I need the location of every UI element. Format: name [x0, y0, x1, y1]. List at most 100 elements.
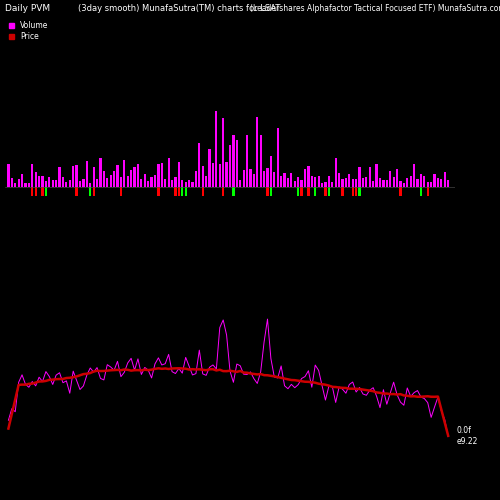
Text: (Leadershares Alphafactor Tactical Focused ETF) MunafaSutra.com: (Leadershares Alphafactor Tactical Focus…: [250, 4, 500, 13]
Bar: [392, 177, 394, 187]
Bar: [28, 183, 30, 187]
Bar: [144, 174, 146, 187]
Bar: [123, 160, 126, 187]
Bar: [184, 187, 187, 196]
Bar: [389, 172, 392, 187]
Bar: [68, 180, 71, 187]
Bar: [400, 181, 402, 187]
Bar: [181, 187, 184, 196]
Bar: [358, 167, 360, 187]
Bar: [406, 178, 408, 187]
Bar: [270, 156, 272, 187]
Bar: [10, 178, 13, 187]
Bar: [386, 180, 388, 187]
Bar: [362, 178, 364, 187]
Bar: [212, 162, 214, 187]
Bar: [314, 177, 316, 187]
Bar: [379, 178, 381, 187]
Bar: [430, 182, 432, 187]
Bar: [158, 187, 160, 196]
Bar: [113, 171, 115, 187]
Bar: [345, 178, 347, 187]
Bar: [440, 179, 442, 187]
Bar: [300, 180, 302, 187]
Bar: [216, 112, 218, 187]
Bar: [324, 182, 326, 187]
Bar: [352, 179, 354, 187]
Bar: [137, 164, 139, 187]
Bar: [110, 175, 112, 187]
Bar: [321, 183, 323, 187]
Bar: [58, 167, 60, 187]
Bar: [66, 182, 68, 187]
Bar: [171, 180, 173, 187]
Bar: [294, 181, 296, 187]
Bar: [48, 178, 50, 187]
Bar: [355, 178, 357, 187]
Bar: [24, 183, 26, 187]
Bar: [52, 180, 54, 187]
Bar: [290, 173, 292, 187]
Bar: [79, 182, 81, 187]
Bar: [300, 187, 302, 196]
Bar: [126, 176, 129, 187]
Bar: [413, 164, 415, 187]
Bar: [34, 187, 37, 196]
Bar: [72, 166, 74, 187]
Bar: [222, 187, 224, 196]
Bar: [318, 176, 320, 187]
Bar: [154, 174, 156, 187]
Bar: [308, 187, 310, 196]
Bar: [218, 164, 221, 187]
Bar: [103, 172, 105, 187]
Bar: [324, 187, 326, 196]
Bar: [232, 187, 234, 196]
Bar: [202, 166, 204, 187]
Bar: [55, 180, 57, 187]
Bar: [426, 182, 429, 187]
Bar: [304, 168, 306, 187]
Bar: [372, 182, 374, 187]
Bar: [423, 176, 426, 187]
Bar: [376, 164, 378, 187]
Bar: [250, 169, 252, 187]
Bar: [420, 187, 422, 196]
Text: (3day smooth) MunafaSutra(TM) charts for LSAT: (3day smooth) MunafaSutra(TM) charts for…: [78, 4, 280, 13]
Bar: [444, 172, 446, 187]
Bar: [263, 171, 265, 187]
Bar: [273, 172, 276, 187]
Bar: [342, 187, 344, 196]
Bar: [348, 174, 350, 187]
Bar: [352, 187, 354, 196]
Bar: [205, 176, 207, 187]
Bar: [266, 187, 268, 196]
Bar: [256, 117, 258, 187]
Bar: [331, 182, 334, 187]
Bar: [236, 140, 238, 187]
Text: e9.22: e9.22: [456, 437, 478, 446]
Bar: [76, 187, 78, 196]
Bar: [150, 177, 152, 187]
Bar: [338, 174, 340, 187]
Bar: [355, 187, 357, 196]
Bar: [106, 178, 108, 187]
Bar: [403, 183, 405, 187]
Bar: [270, 187, 272, 196]
Bar: [416, 179, 418, 187]
Bar: [86, 160, 88, 187]
Bar: [447, 180, 450, 187]
Bar: [195, 170, 197, 187]
Bar: [89, 187, 92, 196]
Bar: [174, 178, 176, 187]
Bar: [208, 149, 210, 187]
Bar: [100, 158, 102, 187]
Bar: [42, 187, 43, 196]
Bar: [366, 177, 368, 187]
Bar: [202, 187, 204, 196]
Bar: [287, 178, 289, 187]
Bar: [45, 181, 47, 187]
Bar: [276, 128, 279, 187]
Bar: [140, 180, 142, 187]
Bar: [260, 135, 262, 187]
Bar: [324, 187, 326, 196]
